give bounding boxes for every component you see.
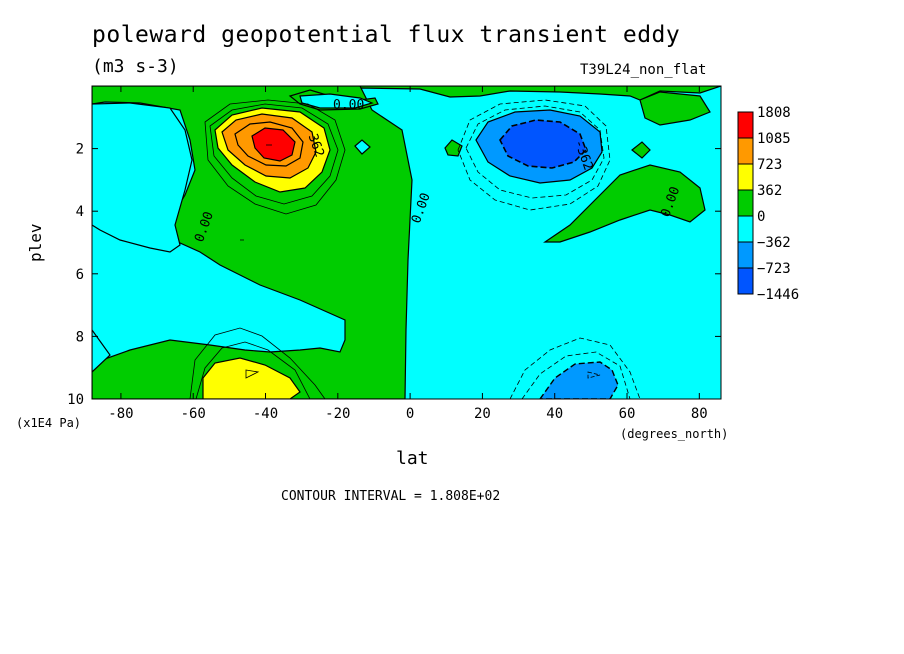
colorbar-swatch (737, 163, 754, 191)
y-axis-units: (x1E4 Pa) (16, 416, 82, 430)
colorbar-swatch (737, 267, 754, 295)
x-axis: -80 -60 -40 -20 0 20 40 60 80 (108, 86, 708, 422)
y-tick-label: 2 (76, 142, 84, 158)
colorbar-label: −1446 (757, 287, 799, 303)
x-tick-label: -80 (108, 406, 133, 422)
dataset-label: T39L24_non_flat (580, 62, 707, 78)
x-tick-label: 40 (546, 406, 563, 422)
field-level-minus723 (499, 119, 587, 169)
contour-line (245, 369, 260, 379)
colorbar-swatch (737, 241, 754, 269)
y-tick-label: 4 (76, 204, 84, 220)
colorbar-label: 1808 (757, 105, 791, 121)
contour-label: 0.00 (333, 98, 364, 113)
contour-line (209, 103, 339, 205)
y-axis: 2 4 6 8 10 (67, 142, 721, 408)
contour-line (465, 105, 605, 199)
colorbar-swatch (737, 189, 754, 217)
field-level-362-low (202, 357, 301, 399)
contour-line (521, 351, 631, 399)
x-tick-label: 80 (691, 406, 708, 422)
y-tick-label: 8 (76, 329, 84, 345)
field-positive-band (92, 86, 413, 399)
chart-units: (m3 s-3) (92, 56, 179, 77)
field-negative-pocket (92, 328, 111, 373)
contour-line (587, 371, 601, 379)
contour-line (195, 341, 311, 399)
field-negative-pocket (354, 139, 371, 155)
x-tick-label: -40 (253, 406, 278, 422)
filled-contours (92, 86, 721, 399)
colorbar: 1808 1085 723 362 0 −362 −723 −1446 (737, 105, 799, 303)
x-axis-label: lat (396, 448, 429, 469)
field-positive-patch (543, 164, 706, 243)
field-positive-patch (639, 91, 711, 126)
contour-line (189, 327, 326, 399)
colorbar-label: −362 (757, 235, 791, 251)
colorbar-label: 362 (757, 183, 782, 199)
contour-interval: CONTOUR INTERVAL = 1.808E+02 (281, 489, 501, 504)
contour-line (204, 99, 346, 215)
colorbar-label: 0 (757, 209, 765, 225)
contour-line (457, 99, 611, 211)
field-level-1808 (251, 127, 296, 162)
x-axis-units: (degrees_north) (620, 427, 729, 441)
chart-title: poleward geopotential flux transient edd… (92, 22, 681, 48)
x-tick-label: 0 (406, 406, 414, 422)
y-tick-label: 10 (67, 392, 84, 408)
colorbar-label: 723 (757, 157, 782, 173)
x-tick-label: 20 (474, 406, 491, 422)
field-negative-pocket (92, 102, 193, 253)
colorbar-swatch (737, 137, 754, 165)
y-tick-label: 6 (76, 267, 84, 283)
plot-frame (91, 85, 722, 400)
x-tick-label: -20 (325, 406, 350, 422)
colorbar-swatch (737, 111, 754, 139)
field-positive-patch (631, 141, 651, 159)
colorbar-swatch (737, 215, 754, 243)
contour-lines (189, 99, 641, 399)
colorbar-label: 1085 (757, 131, 791, 147)
field-level-minus362-low (539, 361, 619, 399)
x-tick-label: -60 (181, 406, 206, 422)
x-tick-label: 60 (619, 406, 636, 422)
field-positive-patch (444, 139, 463, 157)
contour-line (509, 337, 641, 399)
colorbar-label: −723 (757, 261, 791, 277)
